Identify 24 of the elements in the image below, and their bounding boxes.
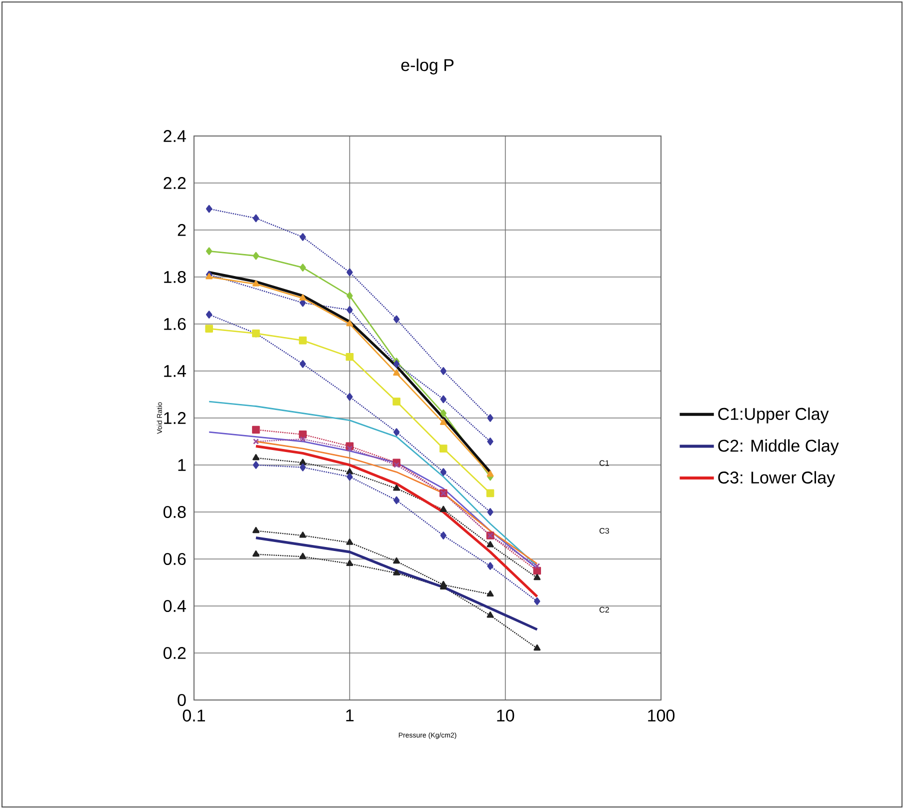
y-tick-label: 2 (178, 224, 186, 236)
x-tick-label: 100 (648, 710, 675, 722)
x-tick-label: 1 (346, 710, 354, 722)
y-tick-label: 0 (178, 694, 186, 706)
y-tick-label: 2.4 (164, 130, 186, 142)
y-tick-label: 1.6 (164, 318, 186, 330)
y-tick-label: 0.2 (163, 646, 186, 660)
annotation: C1 (600, 460, 609, 466)
chart-title: e-log P (401, 58, 454, 74)
y-tick-label: 1.4 (164, 365, 186, 377)
legend-label: C2: Middle Clay (718, 439, 839, 456)
y-tick-label: 0.8 (163, 506, 186, 518)
annotation: C2 (600, 606, 609, 613)
y-tick-label: 0.4 (163, 600, 186, 612)
legend-label: C3: Lower Clay (718, 471, 836, 487)
y-tick-label: 1 (178, 459, 186, 471)
x-tick-label: 10 (497, 710, 514, 722)
legend-label: C1:Upper Clay (718, 407, 829, 424)
y-tick-label: 1.8 (164, 270, 186, 284)
y-tick-label: 2.2 (164, 177, 186, 189)
y-tick-label: 0.6 (163, 552, 186, 566)
annotation: C3 (600, 528, 610, 534)
x-tick-label: 0.1 (182, 710, 205, 722)
y-tick-label: 1.2 (164, 412, 186, 424)
